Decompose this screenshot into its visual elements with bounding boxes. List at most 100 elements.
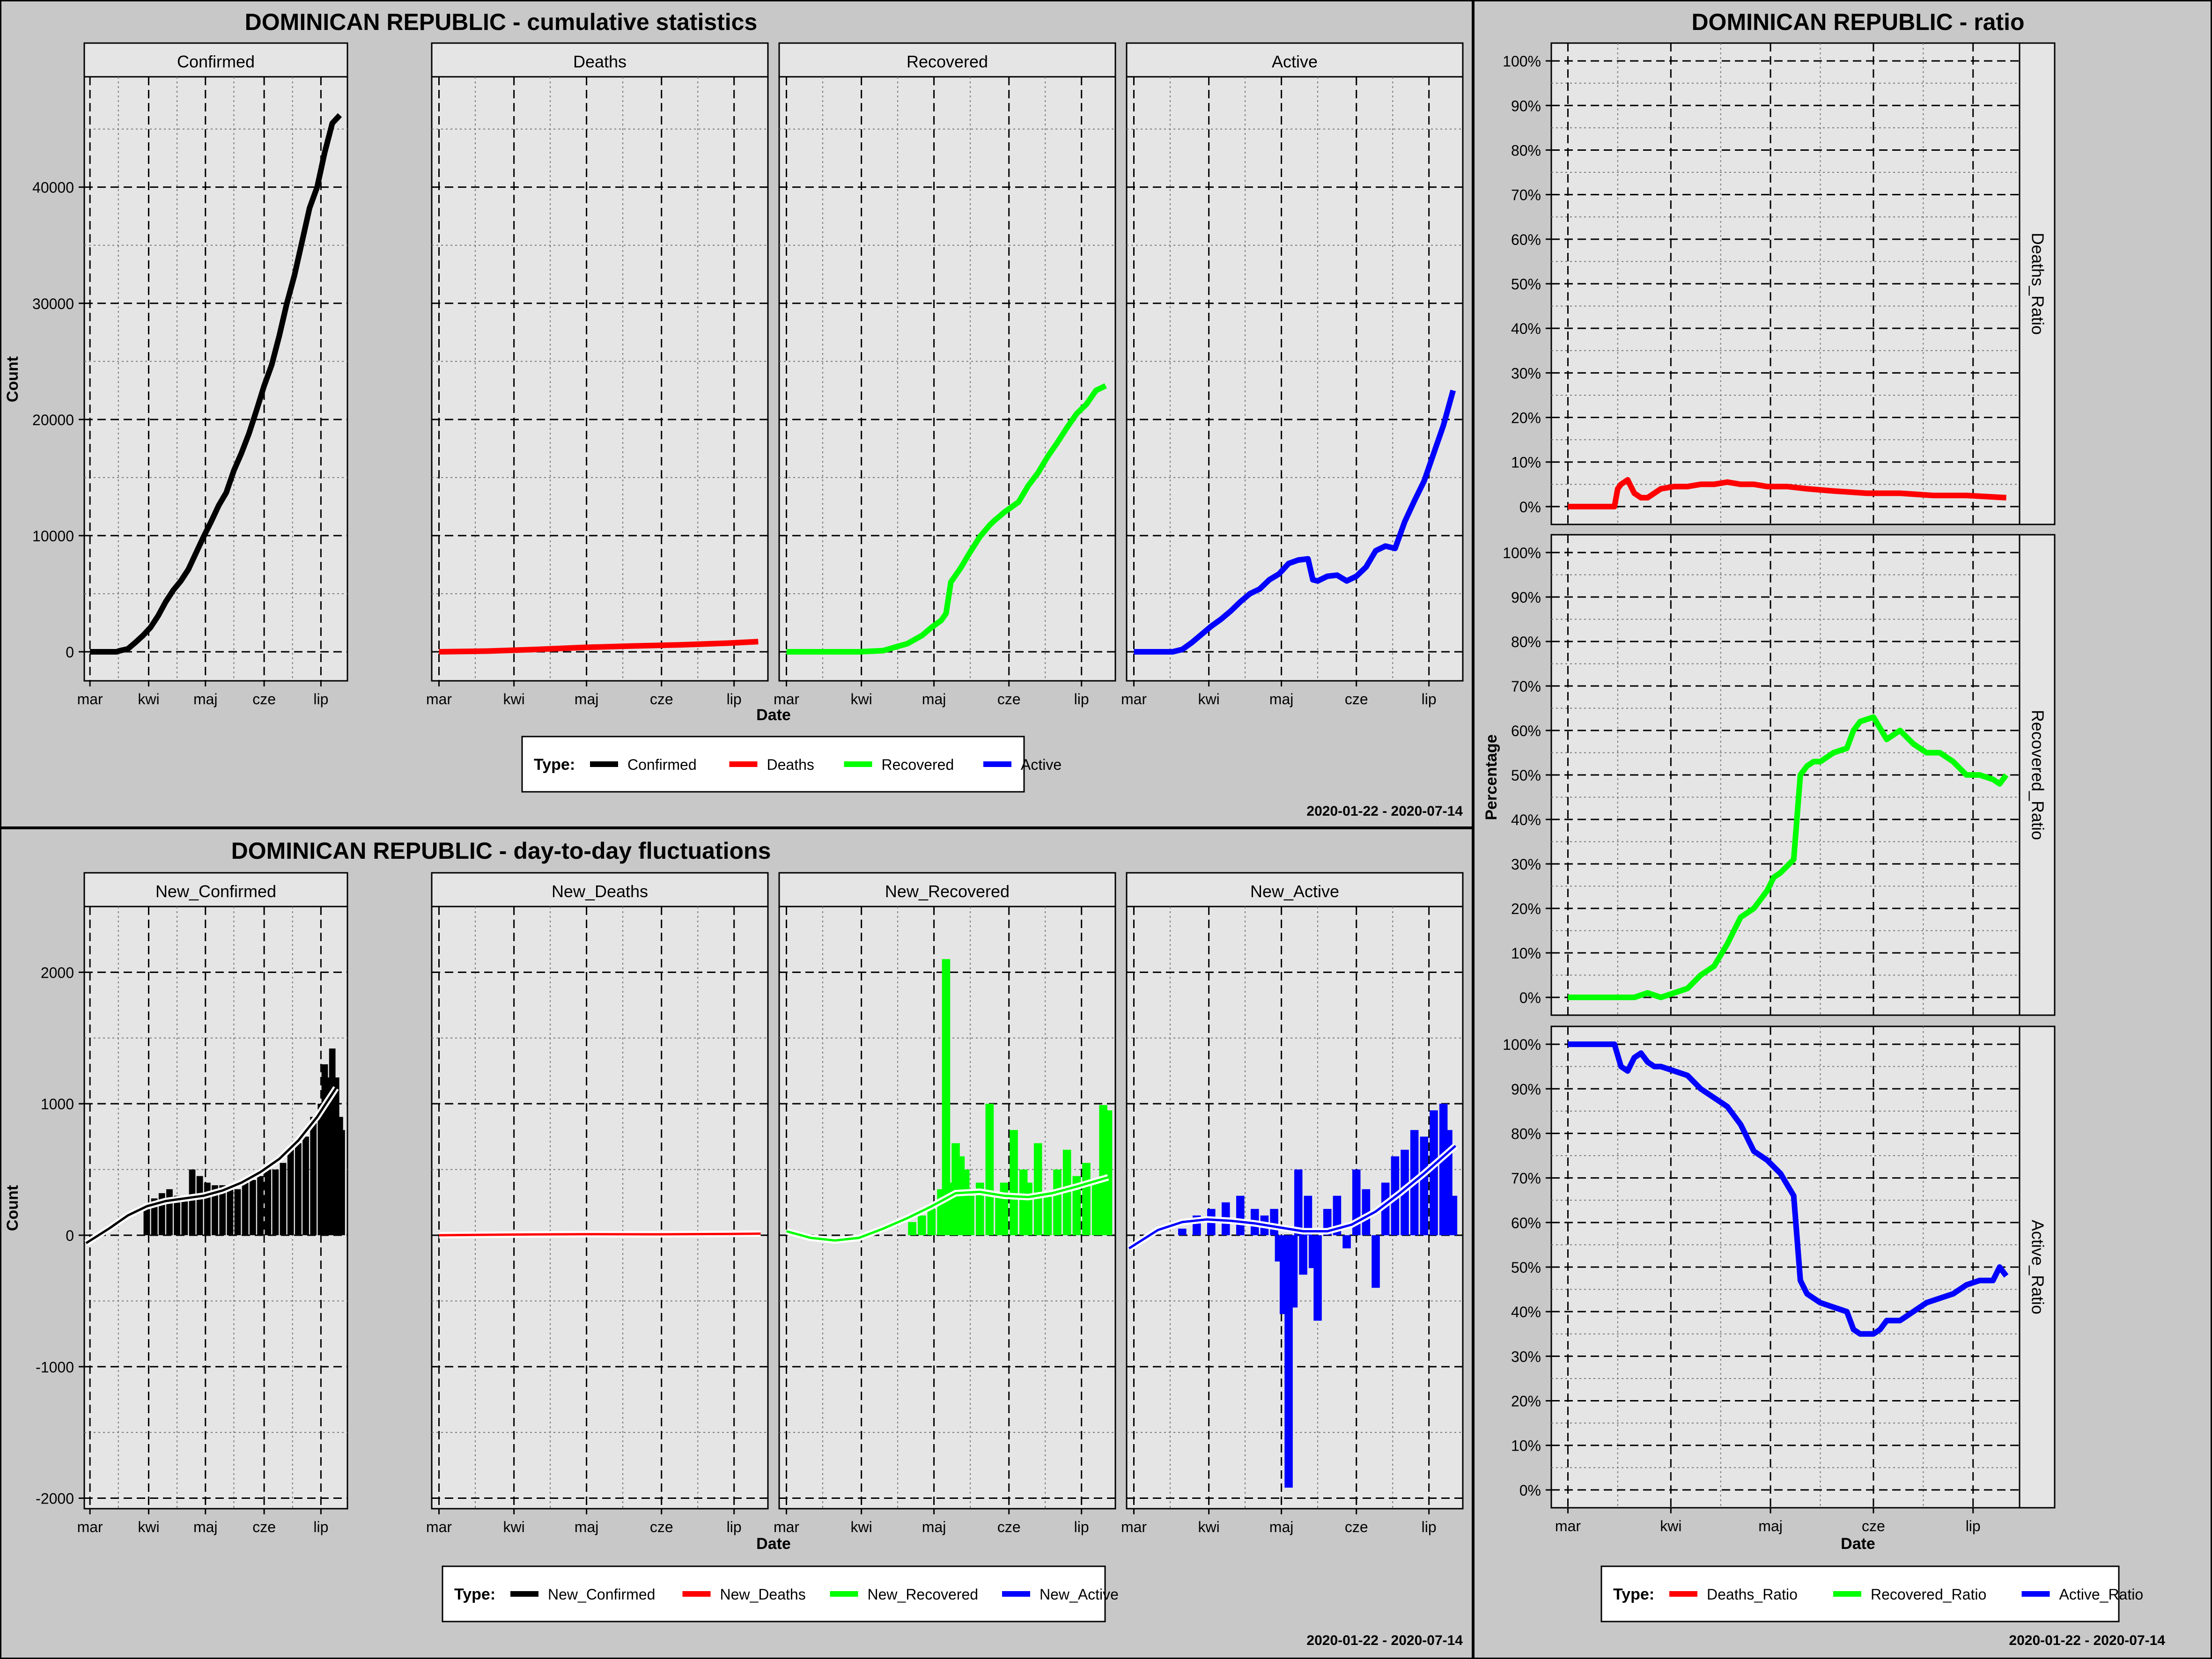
ratio-facet-2-strip: [2019, 1025, 2056, 1509]
x-tick-label: lip: [1074, 691, 1089, 708]
bar-New_Confirmed: [302, 1136, 309, 1235]
y-tick-label: 0%: [1519, 1482, 1541, 1499]
bar-New_Active: [1270, 1209, 1278, 1235]
bar-New_Recovered: [908, 1222, 916, 1235]
bar-New_Active: [1420, 1136, 1429, 1235]
series-line-Recovered_Ratio: [1568, 714, 2009, 1000]
x-tick-label: lip: [313, 691, 328, 708]
y-tick-label: 10000: [32, 528, 74, 545]
y-tick-label: 80%: [1511, 634, 1541, 650]
x-tick-label: maj: [193, 691, 218, 708]
x-tick-label: mar: [774, 691, 799, 708]
daily-facet-3-label: New_Active: [1250, 882, 1339, 901]
y-tick-label: 100%: [1503, 1036, 1541, 1053]
legend-item-label: New_Active: [1040, 1586, 1119, 1603]
cum-ylabel: Count: [4, 356, 22, 402]
bar-New_Confirmed: [242, 1182, 249, 1235]
bar-New_Confirmed: [257, 1176, 264, 1235]
bar-New_Confirmed: [249, 1180, 256, 1235]
y-tick-label: 0: [66, 644, 74, 661]
y-tick-label: 50%: [1511, 1259, 1541, 1276]
bar-New_Recovered: [1072, 1176, 1081, 1235]
bar-New_Recovered: [1053, 1169, 1062, 1235]
ratio-facet-2-label: Active_Ratio: [2028, 1220, 2047, 1314]
bar-New_Active: [1313, 1235, 1322, 1321]
daily-legend: [442, 1565, 1106, 1622]
cumulative-title: DOMINICAN REPUBLIC - cumulative statisti…: [245, 9, 758, 35]
bar-New_Active: [1236, 1195, 1245, 1235]
legend-item-label: Confirmed: [627, 756, 697, 773]
y-tick-label: 20%: [1511, 900, 1541, 917]
cum-xlabel: Date: [756, 706, 791, 724]
x-tick-label: maj: [575, 691, 599, 708]
bar-New_Confirmed: [310, 1117, 317, 1235]
x-tick-label: kwi: [138, 691, 159, 708]
x-tick-label: lip: [727, 1519, 742, 1535]
bar-New_Recovered: [966, 1195, 974, 1235]
legend-item-label: Recovered_Ratio: [1871, 1586, 1986, 1603]
daily-facet-1-label: New_Deaths: [552, 882, 648, 901]
x-tick-label: maj: [922, 1519, 946, 1535]
y-tick-label: 10%: [1511, 454, 1541, 471]
cum-panel-2: [778, 76, 1116, 682]
cum-panel-2-bg: [778, 76, 1116, 682]
bar-New_Active: [1289, 1235, 1298, 1308]
x-tick-label: mar: [426, 1519, 452, 1535]
y-tick-label: 40000: [32, 179, 74, 196]
cum-panel-1-bg: [431, 76, 769, 682]
cum-panel-0-bg: [83, 76, 348, 682]
y-tick-label: 0%: [1519, 989, 1541, 1006]
y-tick-label: 100%: [1503, 545, 1541, 561]
smooth-line-New_Recovered: [786, 1176, 1109, 1242]
bar-New_Confirmed: [287, 1150, 294, 1235]
y-tick-label: 20000: [32, 412, 74, 428]
x-tick-label: cze: [1345, 1519, 1368, 1535]
y-tick-label: -2000: [36, 1490, 74, 1507]
daily-facet-2-label: New_Recovered: [885, 882, 1010, 901]
y-tick-label: 2000: [41, 964, 74, 981]
legend-item-label: Active: [1021, 756, 1062, 773]
series-line-Confirmed: [90, 113, 342, 655]
y-tick-label: 90%: [1511, 589, 1541, 606]
x-tick-label: kwi: [1198, 691, 1220, 708]
x-tick-label: lip: [1966, 1518, 1981, 1534]
ratio-panel-0-bg: [1550, 42, 2020, 525]
cum-facet-3-label: Active: [1272, 52, 1318, 71]
y-tick-label: 70%: [1511, 187, 1541, 204]
ratio-xlabel: Date: [1841, 1535, 1875, 1553]
bar-New_Confirmed: [234, 1189, 241, 1235]
y-tick-label: 30000: [32, 295, 74, 312]
y-tick-label: 100%: [1503, 53, 1541, 70]
bar-New_Confirmed: [196, 1176, 203, 1235]
x-tick-label: kwi: [851, 691, 872, 708]
series-line-Deaths_Ratio: [1568, 477, 2006, 509]
y-tick-label: 60%: [1511, 231, 1541, 248]
bar-New_Confirmed: [265, 1169, 272, 1235]
y-tick-label: 0: [66, 1227, 74, 1244]
x-tick-label: maj: [1758, 1518, 1783, 1534]
bar-New_Confirmed: [272, 1169, 279, 1235]
cum-facet-0-strip: [83, 42, 348, 78]
bar-New_Recovered: [1000, 1182, 1009, 1235]
ratio-panel-1: [1550, 534, 2020, 1016]
y-tick-label: 70%: [1511, 1170, 1541, 1187]
ratio-facet-0-strip: [2019, 42, 2056, 525]
cum-facet-0-label: Confirmed: [177, 52, 255, 71]
legend-title: Type:: [1613, 1585, 1654, 1603]
series-line-Deaths: [439, 639, 759, 655]
bar-New_Active: [1342, 1235, 1351, 1249]
ratio-panel-0: [1550, 42, 2020, 525]
cum-panel-3: [1126, 76, 1464, 682]
y-tick-label: 30%: [1511, 365, 1541, 382]
y-tick-label: 70%: [1511, 678, 1541, 695]
bar-New_Confirmed: [227, 1189, 234, 1235]
x-tick-label: cze: [650, 691, 673, 708]
y-tick-label: 10%: [1511, 945, 1541, 962]
y-tick-label: 50%: [1511, 767, 1541, 784]
x-tick-label: maj: [575, 1519, 599, 1535]
bar-New_Active: [1299, 1235, 1307, 1275]
legend-item-label: Deaths_Ratio: [1707, 1586, 1798, 1603]
y-tick-label: 0%: [1519, 499, 1541, 516]
bar-New_Recovered: [1091, 1182, 1100, 1235]
x-tick-label: mar: [1121, 691, 1147, 708]
